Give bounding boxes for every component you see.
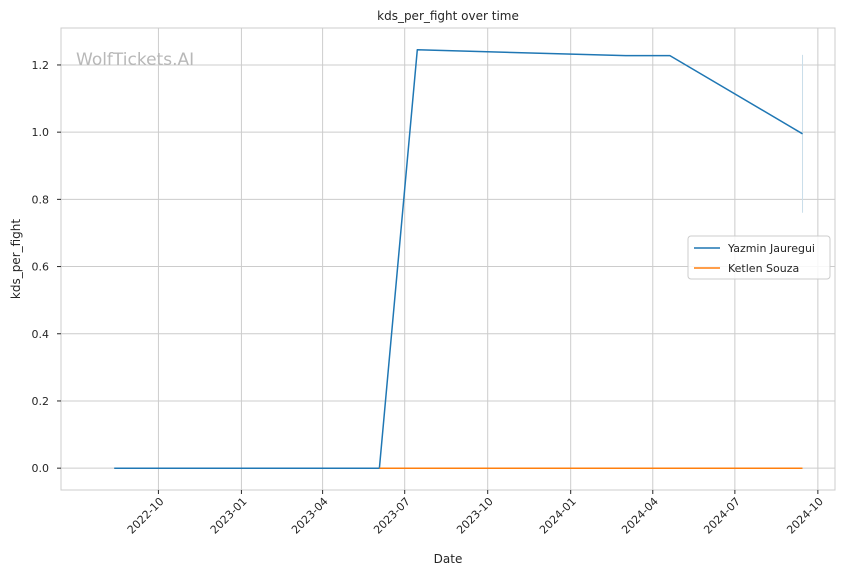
- legend-entry: Yazmin Jauregui: [727, 242, 815, 255]
- y-axis-label: kds_per_fight: [9, 219, 23, 300]
- legend-entry: Ketlen Souza: [728, 262, 799, 275]
- legend-box: [687, 235, 831, 280]
- series-line-yazmin-jauregui: [114, 49, 803, 469]
- legend: Yazmin Jauregui Ketlen Souza: [687, 235, 831, 280]
- y-tick-label: 0.2: [32, 395, 50, 408]
- chart-title: kds_per_fight over time: [377, 9, 519, 23]
- y-axis: 0.0 0.2 0.4 0.6 0.8 1.0 1.2: [32, 59, 61, 475]
- series-layer: [114, 49, 803, 469]
- y-tick-label: 0.6: [32, 261, 50, 274]
- y-tick-label: 1.0: [32, 126, 50, 139]
- y-tick-label: 0.4: [32, 328, 50, 341]
- y-tick-label: 0.8: [32, 193, 50, 206]
- watermark: WolfTickets.AI: [76, 50, 194, 70]
- y-tick-label: 1.2: [32, 59, 50, 72]
- x-axis-label: Date: [434, 552, 463, 566]
- y-tick-label: 0.0: [32, 462, 50, 475]
